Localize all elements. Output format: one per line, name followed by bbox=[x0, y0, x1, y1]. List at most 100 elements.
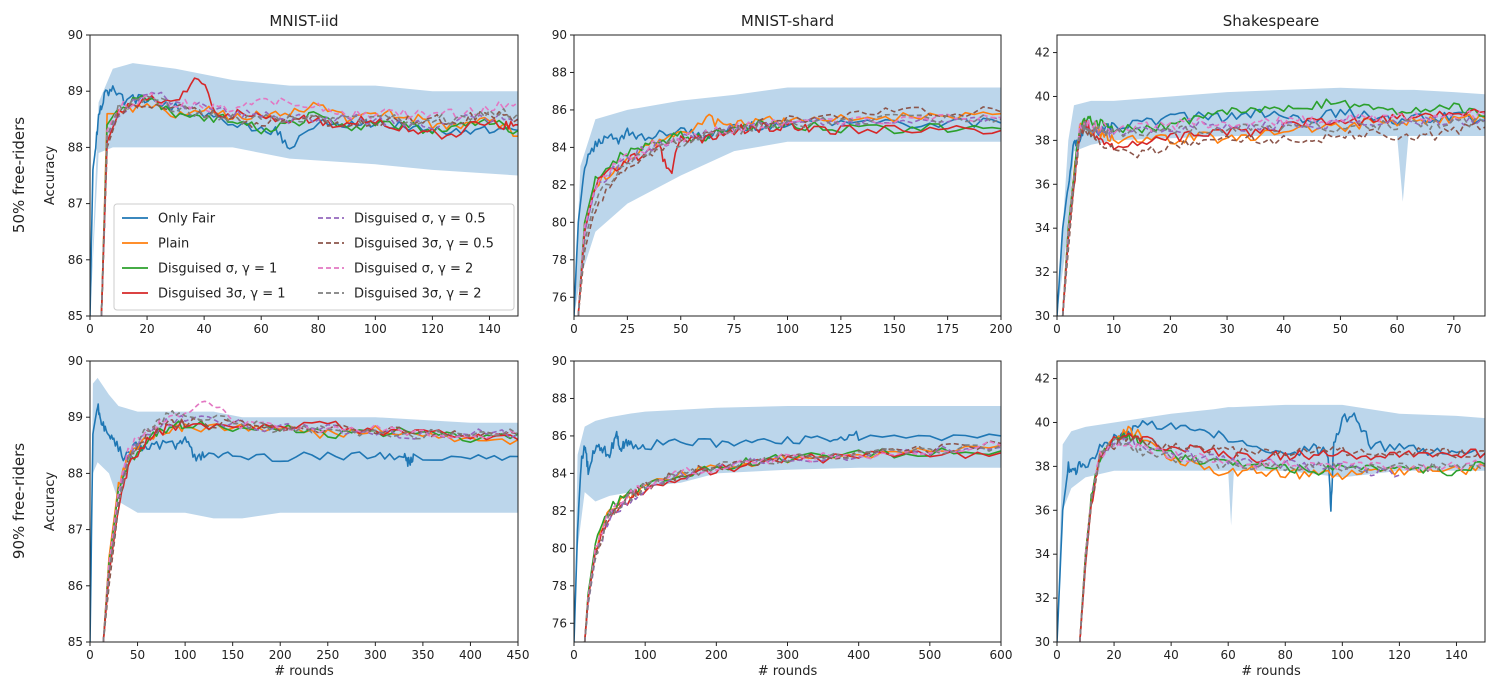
y-tick-label: 86 bbox=[552, 103, 567, 117]
panel-title: MNIST-shard bbox=[741, 12, 834, 30]
panels: 0 20 40 60 80 100 120 140858687888990MNIST-iidA… bbox=[43, 12, 1486, 679]
x-tick-label: 200 bbox=[269, 648, 292, 662]
series-line bbox=[100, 94, 518, 316]
plot-area bbox=[574, 406, 1001, 642]
panel-2: 0 25 50 75 100 125 150 175 200 76 78 80 82 84 86 88 90 MN… bbox=[552, 12, 1013, 336]
confidence-band bbox=[90, 63, 518, 316]
x-tick-label: 0 bbox=[86, 322, 94, 336]
x-tick-label: 40 bbox=[1276, 322, 1291, 336]
x-tick-label: 140 bbox=[1445, 648, 1468, 662]
x-tick-label: 50 bbox=[673, 322, 688, 336]
series-line bbox=[102, 400, 518, 642]
x-tick-label: 175 bbox=[936, 322, 959, 336]
x-axis-label: # rounds bbox=[1241, 664, 1301, 679]
axes-frame bbox=[89, 34, 519, 317]
series-line bbox=[1061, 115, 1485, 316]
y-tick-label: 88 bbox=[68, 466, 83, 480]
y-tick-label: 76 bbox=[552, 290, 567, 304]
y-tick-label: 34 bbox=[1035, 547, 1050, 561]
y-tick-label: 30 bbox=[1035, 635, 1050, 649]
legend-label: Disguised 3σ, γ = 2 bbox=[354, 287, 482, 302]
panel-title: Shakespeare bbox=[1223, 12, 1319, 30]
confidence-band bbox=[1057, 404, 1485, 642]
series-line bbox=[1061, 110, 1485, 316]
y-tick-label: 85 bbox=[68, 635, 83, 649]
y-tick-label: 90 bbox=[552, 354, 567, 368]
x-tick-label: 300 bbox=[776, 648, 799, 662]
x-tick-label: 120 bbox=[421, 322, 444, 336]
y-tick-label: 80 bbox=[552, 215, 567, 229]
y-tick-label: 86 bbox=[68, 579, 83, 593]
series-line bbox=[90, 85, 518, 316]
y-tick-label: 38 bbox=[1035, 133, 1050, 147]
x-tick-label: 200 bbox=[990, 322, 1013, 336]
y-tick-label: 36 bbox=[1035, 503, 1050, 517]
plot-area bbox=[90, 377, 518, 642]
panel-5: 0 100 200 300 400 500 600 76 78 80 82 84 86 88 90 # rou… bbox=[552, 354, 1013, 679]
legend-item: Disguised σ, γ = 2 bbox=[318, 262, 473, 277]
x-tick-label: 350 bbox=[411, 648, 434, 662]
legend-item: Plain bbox=[122, 237, 189, 252]
series-line bbox=[100, 77, 518, 316]
series-line bbox=[577, 116, 1001, 316]
legend-label: Disguised 3σ, γ = 1 bbox=[158, 287, 286, 302]
series-line bbox=[90, 403, 518, 642]
y-tick-label: 86 bbox=[552, 429, 567, 443]
y-tick-label: 82 bbox=[552, 178, 567, 192]
y-tick-label: 84 bbox=[552, 466, 567, 480]
x-tick-label: 30 bbox=[1219, 322, 1234, 336]
legend-item: Disguised 3σ, γ = 0.5 bbox=[318, 237, 494, 252]
series-line bbox=[100, 91, 518, 316]
legend-label: Only Fair bbox=[158, 212, 216, 227]
x-tick-label: 80 bbox=[311, 322, 326, 336]
y-tick-label: 82 bbox=[552, 504, 567, 518]
legend-label: Disguised σ, γ = 0.5 bbox=[354, 212, 486, 227]
panel-title: MNIST-iid bbox=[269, 12, 338, 30]
series-line bbox=[1061, 108, 1485, 316]
panel-6: 0 20 40 60 80 100 120 140 30 32 34 36 38 40 42 # rounds bbox=[1035, 360, 1486, 679]
y-tick-label: 89 bbox=[68, 84, 83, 98]
y-tick-label: 34 bbox=[1035, 221, 1050, 235]
series-line bbox=[1061, 122, 1485, 316]
confidence-band bbox=[574, 87, 1001, 316]
series-line bbox=[100, 95, 518, 316]
x-tick-label: 80 bbox=[1278, 648, 1293, 662]
row-label-top: 50% free-riders bbox=[10, 117, 28, 233]
y-tick-label: 84 bbox=[552, 140, 567, 154]
legend-item: Disguised 3σ, γ = 2 bbox=[318, 287, 482, 302]
confidence-band bbox=[90, 377, 518, 642]
y-tick-label: 87 bbox=[68, 197, 83, 211]
x-tick-label: 300 bbox=[364, 648, 387, 662]
y-tick-label: 42 bbox=[1035, 372, 1050, 386]
y-tick-label: 90 bbox=[68, 354, 83, 368]
x-tick-label: 100 bbox=[364, 322, 387, 336]
y-tick-label: 42 bbox=[1035, 46, 1050, 60]
y-tick-label: 90 bbox=[68, 28, 83, 42]
y-tick-label: 78 bbox=[552, 253, 567, 267]
axes-frame bbox=[1056, 34, 1486, 317]
plot-area bbox=[574, 87, 1001, 316]
series-line bbox=[1061, 117, 1485, 316]
legend: Only Fair Plain Disguised σ, γ = 1 Disguise… bbox=[113, 203, 515, 311]
x-tick-label: 400 bbox=[847, 648, 870, 662]
series-line bbox=[583, 444, 1001, 642]
x-tick-label: 120 bbox=[1388, 648, 1411, 662]
y-tick-label: 30 bbox=[1035, 309, 1050, 323]
series-line bbox=[574, 430, 1001, 642]
y-tick-label: 88 bbox=[552, 391, 567, 405]
panel-1: 0 20 40 60 80 100 120 140 85 86 87 88 89 90 MNIST-iid A… bbox=[43, 12, 519, 336]
x-tick-label: 60 bbox=[254, 322, 269, 336]
x-tick-label: 40 bbox=[196, 322, 211, 336]
x-tick-label: 600 bbox=[990, 648, 1013, 662]
y-tick-label: 89 bbox=[68, 410, 83, 424]
x-tick-label: 150 bbox=[883, 322, 906, 336]
x-tick-label: 0 bbox=[570, 648, 578, 662]
confidence-band bbox=[1057, 87, 1485, 316]
legend-item: Disguised σ, γ = 0.5 bbox=[318, 212, 486, 227]
x-tick-label: 150 bbox=[221, 648, 244, 662]
x-tick-label: 100 bbox=[634, 648, 657, 662]
series-line bbox=[102, 417, 518, 642]
x-tick-label: 200 bbox=[705, 648, 728, 662]
legend-label: Disguised 3σ, γ = 0.5 bbox=[354, 237, 494, 252]
